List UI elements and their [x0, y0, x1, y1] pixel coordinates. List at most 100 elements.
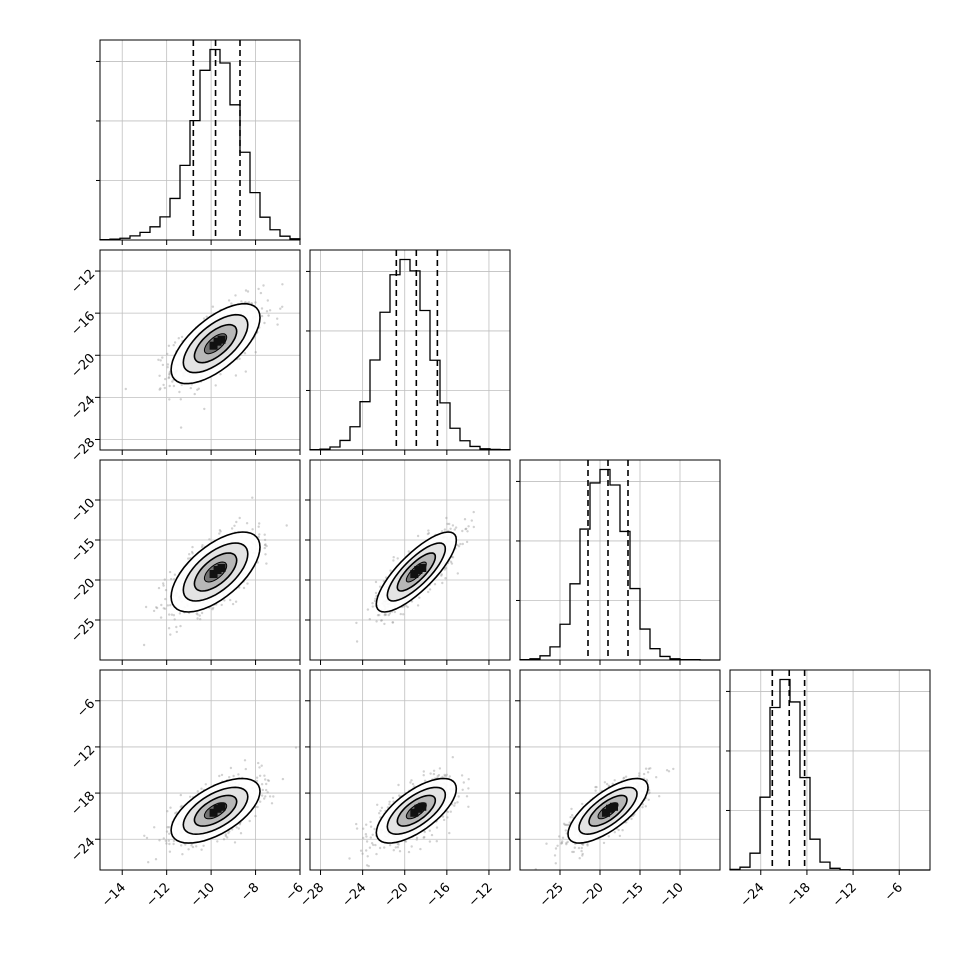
scatter-point	[199, 618, 202, 621]
scatter-point	[265, 544, 268, 548]
scatter-point	[246, 290, 250, 293]
pair-body	[143, 746, 298, 864]
histogram-panel-2	[306, 249, 511, 451]
scatter-point	[450, 562, 454, 565]
scatter-point	[155, 606, 159, 610]
scatter-point	[237, 773, 240, 776]
scatter-point	[611, 782, 614, 785]
scatter-point	[448, 522, 451, 526]
scatter-point	[263, 774, 266, 777]
scatter-point	[472, 510, 475, 514]
scatter-point	[279, 307, 282, 310]
scatter-point	[427, 532, 431, 535]
scatter-point	[202, 844, 205, 847]
scatter-point	[376, 614, 380, 617]
scatter-point	[166, 604, 170, 607]
x-tick-label: −24	[738, 880, 768, 910]
scatter-point	[369, 820, 372, 824]
scatter-point	[618, 834, 622, 838]
scatter-point	[470, 519, 473, 522]
scatter-point	[355, 621, 358, 625]
panel-frame	[309, 459, 511, 661]
scatter-point	[565, 823, 568, 827]
scatter-point	[175, 625, 178, 629]
scatter-point	[263, 543, 267, 547]
scatter-point	[466, 530, 469, 533]
scatter-point	[243, 759, 247, 762]
scatter-point	[180, 844, 183, 847]
scatter-point	[622, 777, 625, 780]
scatter-point	[190, 550, 194, 554]
scatter-point	[422, 836, 425, 839]
scatter-point	[263, 538, 267, 542]
x-tick-label: −25	[537, 880, 567, 910]
scatter-point	[638, 774, 641, 777]
y-tick-label: −24	[68, 835, 98, 865]
panel-frame	[729, 669, 931, 871]
pair-panel-1-2	[99, 249, 301, 451]
scatter-point	[227, 299, 231, 302]
scatter-point	[262, 284, 265, 287]
scatter-point	[374, 843, 377, 847]
scatter-point	[391, 796, 395, 800]
scatter-point	[570, 807, 573, 811]
scatter-point	[433, 583, 437, 586]
scatter-point	[445, 773, 448, 776]
scatter-point	[373, 599, 377, 603]
scatter-point	[647, 767, 651, 770]
scatter-point	[203, 407, 206, 411]
scatter-point	[374, 580, 378, 584]
scatter-point	[208, 538, 211, 541]
scatter-point	[581, 852, 584, 856]
scatter-point	[175, 811, 178, 814]
scatter-point	[378, 585, 382, 588]
scatter-point	[561, 836, 565, 839]
scatter-point	[410, 845, 413, 848]
scatter-point	[281, 283, 284, 286]
scatter-point	[369, 836, 372, 839]
scatter-point	[428, 829, 431, 832]
scatter-point	[238, 516, 241, 520]
scatter-point	[380, 806, 384, 809]
scatter-point	[180, 383, 183, 387]
scatter-point	[430, 833, 434, 837]
scatter-point	[384, 576, 388, 579]
scatter-point	[561, 840, 564, 843]
scatter-point	[444, 577, 447, 580]
scatter-point	[648, 791, 651, 794]
scatter-point	[173, 341, 177, 344]
scatter-point	[167, 627, 171, 630]
pair-panel-3-4	[519, 669, 721, 871]
scatter-point	[162, 383, 165, 387]
x-tick-label: −12	[143, 880, 173, 910]
scatter-point	[443, 773, 446, 777]
scatter-point	[380, 619, 383, 622]
scatter-point	[232, 774, 235, 778]
scatter-point	[264, 778, 267, 781]
scatter-point	[613, 831, 616, 834]
y-tick-label: −24	[68, 393, 98, 423]
scatter-point	[568, 821, 571, 824]
scatter-point	[374, 591, 378, 595]
scatter-point	[255, 776, 259, 779]
scatter-point	[154, 858, 158, 861]
y-tick-label: −28	[68, 435, 98, 465]
scatter-point	[665, 769, 669, 772]
scatter-point	[265, 310, 269, 313]
scatter-point	[446, 816, 449, 819]
pair-panel-2-3	[309, 459, 511, 661]
panel-frame	[309, 249, 511, 451]
scatter-point	[565, 843, 568, 846]
y-tick-label: −20	[68, 351, 98, 381]
scatter-point	[159, 616, 163, 619]
scatter-point	[569, 816, 572, 819]
scatter-point	[562, 822, 566, 825]
scatter-point	[435, 826, 439, 829]
scatter-point	[264, 543, 267, 546]
scatter-point	[463, 518, 467, 521]
scatter-point	[196, 617, 199, 620]
scatter-point	[453, 802, 457, 805]
scatter-point	[613, 779, 616, 782]
scatter-point	[144, 605, 148, 609]
scatter-point	[451, 524, 455, 527]
